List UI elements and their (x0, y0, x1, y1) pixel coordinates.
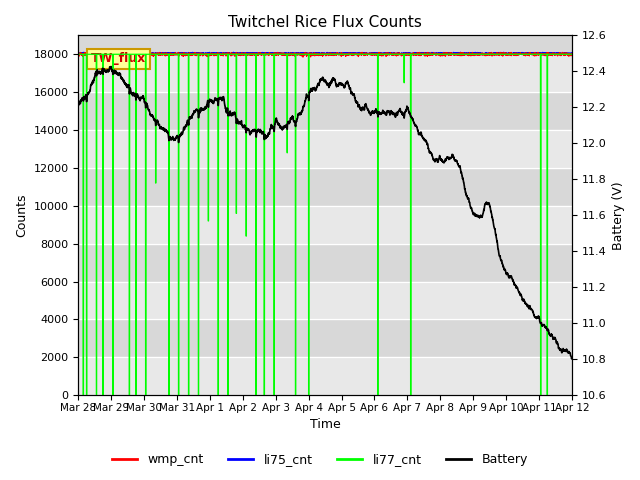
Bar (79, 206, 572, 244)
Bar (79, 357, 572, 395)
Legend: wmp_cnt, li75_cnt, li77_cnt, Battery: wmp_cnt, li75_cnt, li77_cnt, Battery (107, 448, 533, 471)
Y-axis label: Counts: Counts (15, 193, 28, 237)
Bar (79, 54, 572, 92)
Bar (79, 130, 572, 168)
Bar (79, 282, 572, 320)
Title: Twitchel Rice Flux Counts: Twitchel Rice Flux Counts (228, 15, 422, 30)
Y-axis label: Battery (V): Battery (V) (612, 181, 625, 250)
Text: TW_flux: TW_flux (91, 52, 146, 65)
X-axis label: Time: Time (310, 419, 340, 432)
